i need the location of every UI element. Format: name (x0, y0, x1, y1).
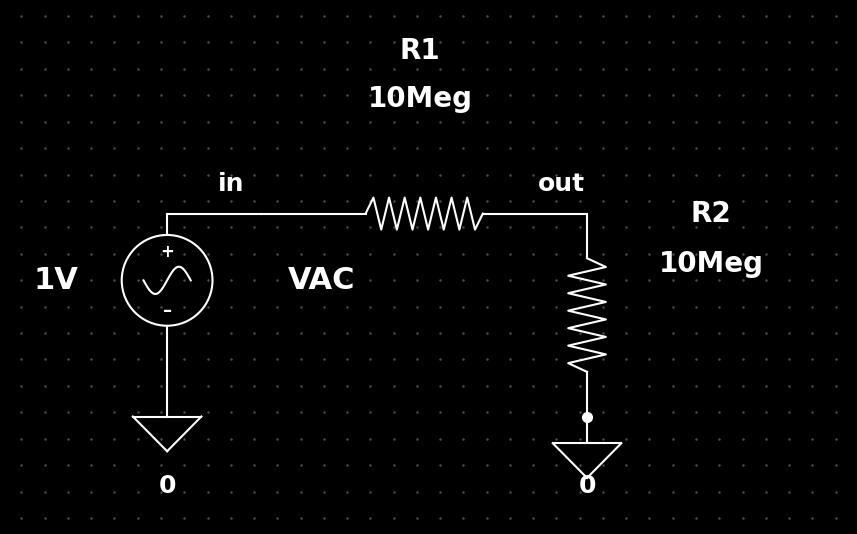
Text: 10Meg: 10Meg (368, 85, 472, 113)
Text: R1: R1 (399, 37, 440, 65)
Text: 0: 0 (159, 474, 176, 498)
Text: VAC: VAC (288, 266, 355, 295)
Text: –: – (163, 302, 171, 320)
Text: in: in (219, 172, 244, 196)
Text: out: out (538, 172, 584, 196)
Text: +: + (160, 243, 174, 261)
Text: R2: R2 (691, 200, 732, 227)
Text: 10Meg: 10Meg (659, 250, 764, 278)
Text: 0: 0 (578, 474, 596, 498)
Text: 1V: 1V (33, 266, 78, 295)
